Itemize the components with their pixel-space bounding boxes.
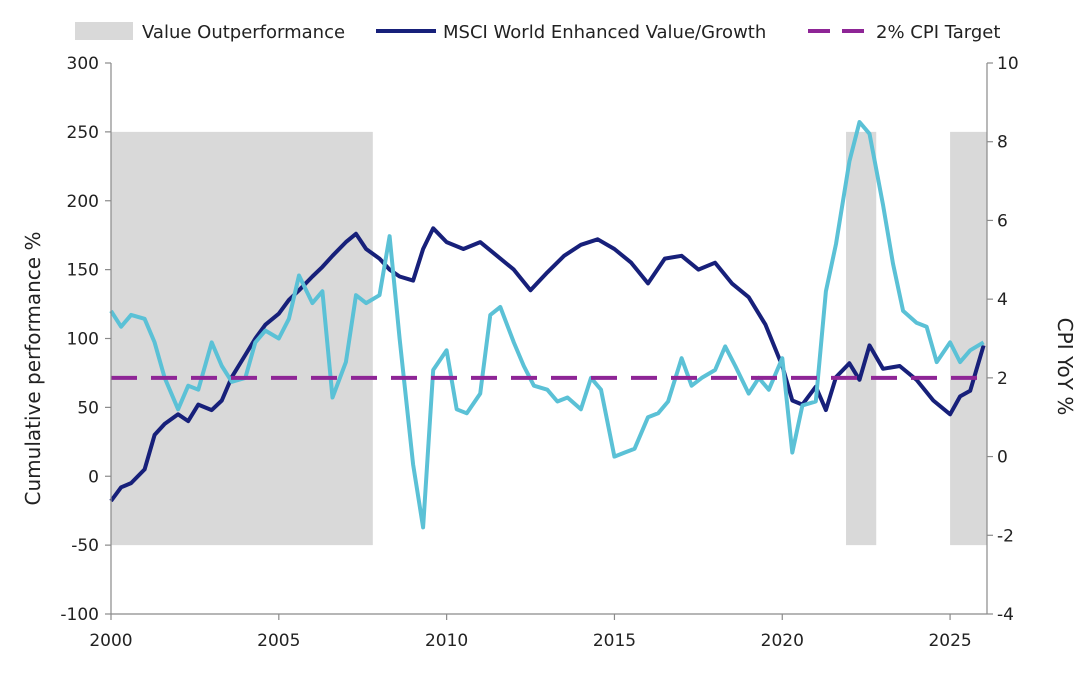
left-axis-title: Cumulative performance % — [21, 232, 45, 506]
legend-label-cpi-target: 2% CPI Target — [876, 22, 1000, 43]
left-tick-label: 200 — [67, 192, 99, 212]
right-tick-label: 6 — [997, 211, 1008, 231]
series-lines — [109, 120, 987, 530]
x-tick-label: 2020 — [761, 631, 804, 651]
right-tick-label: 2 — [997, 369, 1008, 389]
legend-swatch-value-outperformance — [75, 22, 133, 40]
right-tick-label: -4 — [997, 605, 1014, 625]
x-tick-label: 2010 — [425, 631, 468, 651]
series-line-2 — [109, 120, 985, 530]
right-tick-label: 0 — [997, 448, 1008, 468]
left-tick-label: 100 — [67, 330, 99, 350]
left-tick-label: 250 — [67, 123, 99, 143]
left-tick-label: -50 — [71, 536, 99, 556]
right-tick-label: 10 — [997, 54, 1019, 74]
shaded-period-1 — [111, 131, 373, 546]
left-tick-label: 0 — [88, 467, 99, 487]
legend-label-value-outperformance: Value Outperformance — [142, 22, 345, 43]
x-tick-label: 2000 — [89, 631, 132, 651]
right-axis-title: CPI YoY % — [1053, 318, 1077, 416]
left-tick-label: 50 — [77, 398, 99, 418]
legend: Value Outperformance MSCI World Enhanced … — [75, 22, 1000, 43]
axes: -100 -50 0 50 100 150 200 250 300 -4 -2 0 2 4 6 8 10 2000… — [21, 54, 1077, 651]
left-tick-label: 150 — [67, 261, 99, 281]
right-tick-label: 8 — [997, 133, 1008, 153]
right-tick-label: -2 — [997, 526, 1014, 546]
shaded-regions — [111, 131, 987, 546]
left-tick-label: -100 — [60, 605, 99, 625]
legend-label-msci: MSCI World Enhanced Value/Growth — [443, 22, 766, 43]
x-tick-label: 2015 — [593, 631, 636, 651]
shaded-period-3 — [950, 131, 987, 546]
x-tick-label: 2005 — [257, 631, 300, 651]
x-tick-label: 2025 — [928, 631, 971, 651]
left-tick-label: 300 — [67, 54, 99, 74]
right-tick-label: 4 — [997, 290, 1008, 310]
shaded-period-2 — [846, 131, 877, 546]
